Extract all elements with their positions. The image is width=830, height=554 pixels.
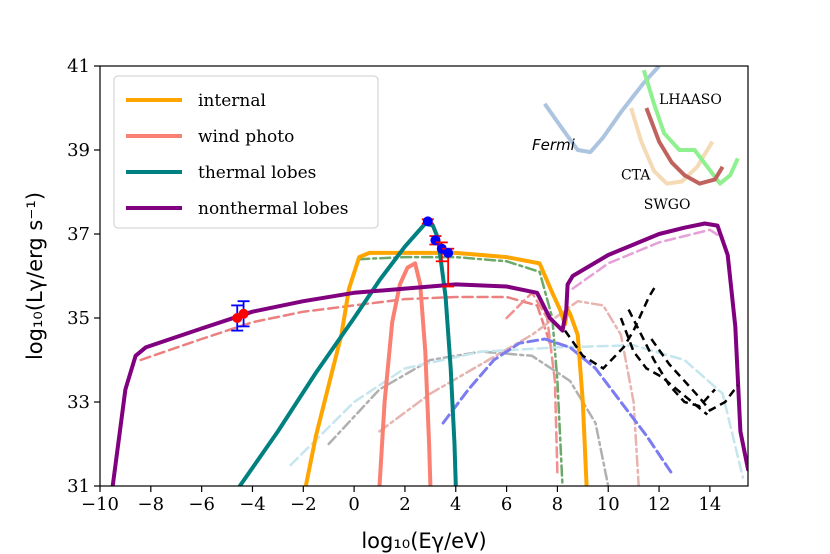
black-dashed-curve-1: [563, 283, 658, 370]
annotation-swgo: SWGO: [644, 197, 691, 213]
series-line-nonthermal-lobes: [110, 221, 748, 486]
x-tick-label: 8: [552, 494, 563, 515]
y-axis-ticks: 31 33 35 37 39 41: [67, 56, 100, 497]
black-dashed-curve-2: [627, 309, 716, 408]
plot-data-points: [231, 216, 455, 332]
y-axis-label: log₁₀(Lγ/erg s⁻¹): [23, 192, 47, 360]
legend-label-wind-photo: wind photo: [198, 127, 294, 147]
y-tick-label: 39: [67, 140, 90, 161]
legend: internal wind photo thermal lobes nontherma…: [113, 75, 379, 229]
annotation-lhaaso: LHAASO: [659, 92, 722, 108]
data-point-6: [443, 247, 454, 258]
annotation-cta: CTA: [621, 167, 651, 183]
series-line-nonthermal-lobes-dashed: [139, 295, 552, 362]
series-line-blue-dashed: [441, 337, 674, 475]
data-point-2: [238, 308, 249, 319]
legend-label-thermal-lobes: thermal lobes: [198, 163, 316, 183]
x-tick-label: −4: [239, 494, 266, 515]
sensitivity-curve-swgo: [644, 107, 725, 186]
x-tick-label: −2: [290, 494, 317, 515]
series-line-wind-dashed: [505, 291, 559, 475]
sensitivity-curve-cta: [629, 107, 715, 186]
x-tick-label: 0: [348, 494, 359, 515]
x-axis-ticks: −10 −8 −6 −4 −2 0 2 4 6 8 10 12 14: [81, 486, 721, 515]
data-point-4: [430, 235, 441, 246]
series-line-nonthermal-high-dashed: [571, 228, 724, 290]
x-tick-label: 14: [698, 494, 721, 515]
y-tick-label: 41: [67, 56, 90, 77]
x-tick-label: 10: [597, 494, 620, 515]
series-line-internal-dash-dot: [357, 255, 564, 486]
x-axis-label: log₁₀(Eγ/eV): [361, 529, 486, 553]
y-tick-label: 37: [67, 224, 90, 245]
plot-frame: [99, 65, 749, 487]
y-tick-label: 33: [67, 392, 90, 413]
y-tick-label: 31: [67, 476, 90, 497]
black-dashed-curve-3: [650, 338, 739, 413]
series-line-light-pink-dash-dot: [378, 299, 640, 486]
x-tick-label: 12: [648, 494, 671, 515]
legend-box: [113, 75, 379, 229]
y-tick-label: 35: [67, 308, 90, 329]
legend-label-nonthermal-lobes: nonthermal lobes: [198, 199, 349, 219]
data-point-3: [422, 216, 433, 227]
sensitivity-curve-lhaaso: [641, 69, 740, 186]
x-tick-label: 2: [399, 494, 410, 515]
legend-label-internal: internal: [198, 91, 266, 111]
x-tick-label: −10: [81, 494, 119, 515]
series-line-thermal-lobes: [237, 221, 458, 486]
annotation-fermi: Fermi: [532, 136, 576, 154]
x-tick-label: 6: [501, 494, 512, 515]
plot-annotations: LHAASO Fermi CTA SWGO: [532, 92, 722, 213]
x-tick-label: −8: [138, 494, 165, 515]
x-tick-label: −6: [188, 494, 215, 515]
sensitivity-curve-fermi: [543, 66, 661, 155]
series-line-wind-photo: [377, 261, 433, 486]
x-tick-label: 4: [450, 494, 461, 515]
series-line-light-blue-dashed: [289, 344, 745, 479]
